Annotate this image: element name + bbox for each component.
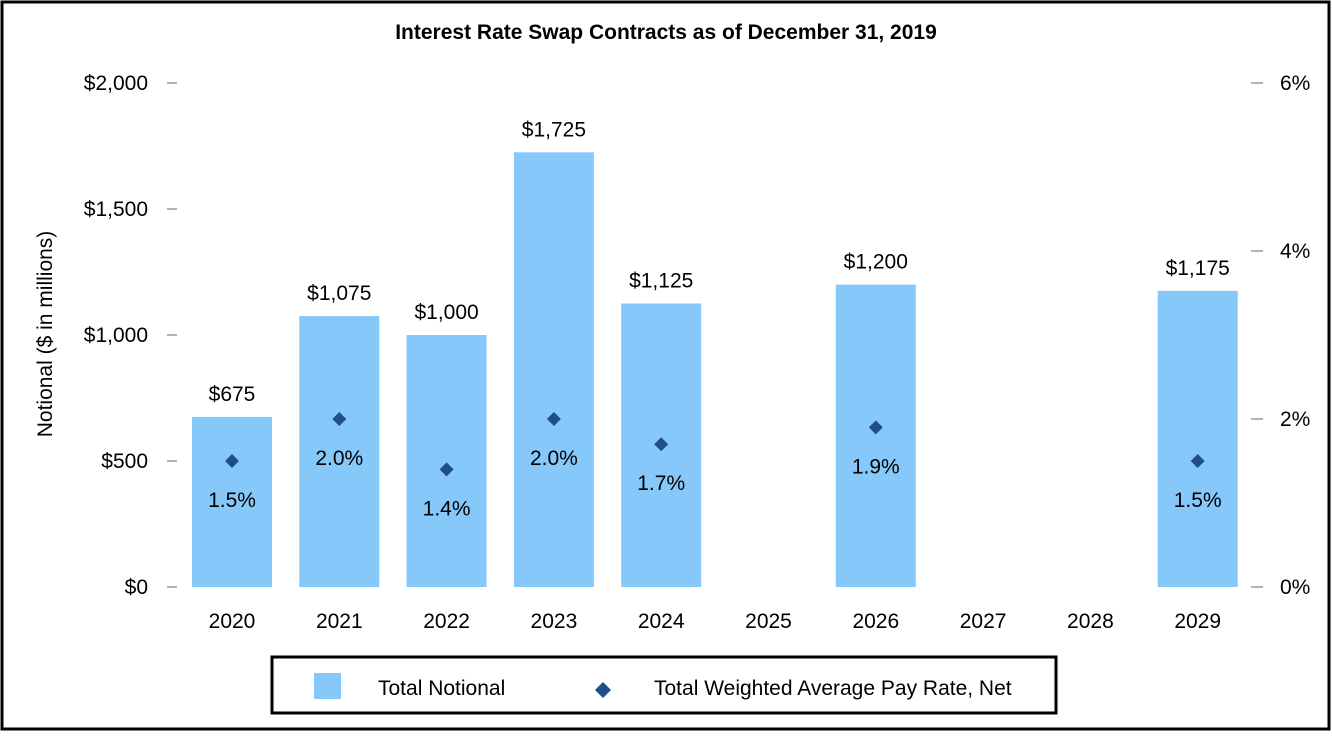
bar-2026 — [835, 284, 916, 587]
x-tick-label: 2022 — [423, 610, 470, 633]
x-tick-label: 2028 — [1067, 610, 1114, 633]
left-tick-label: $0 — [125, 576, 148, 599]
bar-value-labels: $675 $1,075 $1,000 $1,725 $1,125 $1,200 $1,175 — [209, 118, 1230, 406]
marker-2022 — [439, 462, 454, 477]
legend-swatch-total-notional — [314, 673, 341, 699]
marker-2023 — [546, 412, 561, 426]
marker-2021 — [332, 412, 347, 426]
legend-box — [270, 655, 1058, 715]
rate-label-2029: 1.5% — [1174, 489, 1222, 512]
bar-label-2023: $1,725 — [522, 118, 586, 141]
left-tick-label: $1,000 — [84, 324, 148, 347]
legend-label-pay-rate: Total Weighted Average Pay Rate, Net — [654, 677, 1012, 700]
bar-2022 — [406, 335, 487, 587]
bar-label-2022: $1,000 — [414, 301, 478, 324]
legend-swatch-pay-rate — [595, 682, 611, 698]
bar-label-2029: $1,175 — [1166, 257, 1230, 280]
rate-series — [225, 412, 1205, 477]
rate-label-2026: 1.9% — [852, 455, 900, 478]
right-tick-label: 4% — [1280, 240, 1310, 263]
legend: Total Notional Total Weighted Average Pa… — [270, 655, 1058, 715]
bar-label-2020: $675 — [209, 383, 256, 406]
right-tick-label: 6% — [1280, 72, 1310, 95]
x-tick-label: 2023 — [531, 610, 578, 633]
x-axis: 2020 2021 2022 2023 2024 2025 2026 2027 2028 2029 — [209, 610, 1221, 633]
bar-label-2026: $1,200 — [844, 251, 908, 274]
bar-label-2021: $1,075 — [307, 282, 371, 305]
marker-2020 — [225, 454, 239, 468]
rate-label-2022: 1.4% — [423, 497, 471, 520]
chart-title: Interest Rate Swap Contracts as of Decem… — [395, 21, 937, 44]
x-tick-label: 2027 — [960, 610, 1007, 633]
right-axis: 0% 2% 4% 6% — [1251, 72, 1310, 599]
rate-label-2021: 2.0% — [315, 447, 363, 470]
bar-series — [192, 152, 1238, 588]
bar-2023 — [513, 152, 594, 588]
marker-2024 — [654, 437, 669, 452]
right-tick-label: 0% — [1280, 576, 1310, 599]
marker-2026 — [868, 420, 883, 435]
rate-label-2023: 2.0% — [530, 447, 578, 470]
legend-label-total-notional: Total Notional — [378, 677, 505, 700]
marker-2029 — [1190, 454, 1205, 468]
bar-2021 — [299, 316, 380, 587]
left-tick-label: $1,500 — [84, 198, 148, 221]
right-tick-label: 2% — [1280, 408, 1310, 431]
rate-label-2020: 1.5% — [208, 489, 256, 512]
rate-value-labels: 1.5% 2.0% 1.4% 2.0% 1.7% 1.9% 1.5% — [208, 447, 1222, 520]
bar-2020 — [192, 416, 272, 587]
x-tick-label: 2029 — [1174, 610, 1221, 633]
y-axis-title: Notional ($ in millions) — [34, 231, 57, 438]
left-tick-label: $2,000 — [84, 72, 148, 95]
x-tick-label: 2020 — [209, 610, 256, 633]
left-tick-label: $500 — [101, 450, 148, 473]
bar-2029 — [1157, 290, 1238, 587]
x-tick-label: 2024 — [638, 610, 685, 633]
bar-label-2024: $1,125 — [629, 270, 693, 293]
left-axis: $0 $500 $1,000 $1,500 $2,000 — [84, 72, 177, 599]
x-tick-label: 2026 — [852, 610, 899, 633]
x-tick-label: 2025 — [745, 610, 792, 633]
rate-label-2024: 1.7% — [637, 472, 685, 495]
x-tick-label: 2021 — [316, 610, 363, 633]
